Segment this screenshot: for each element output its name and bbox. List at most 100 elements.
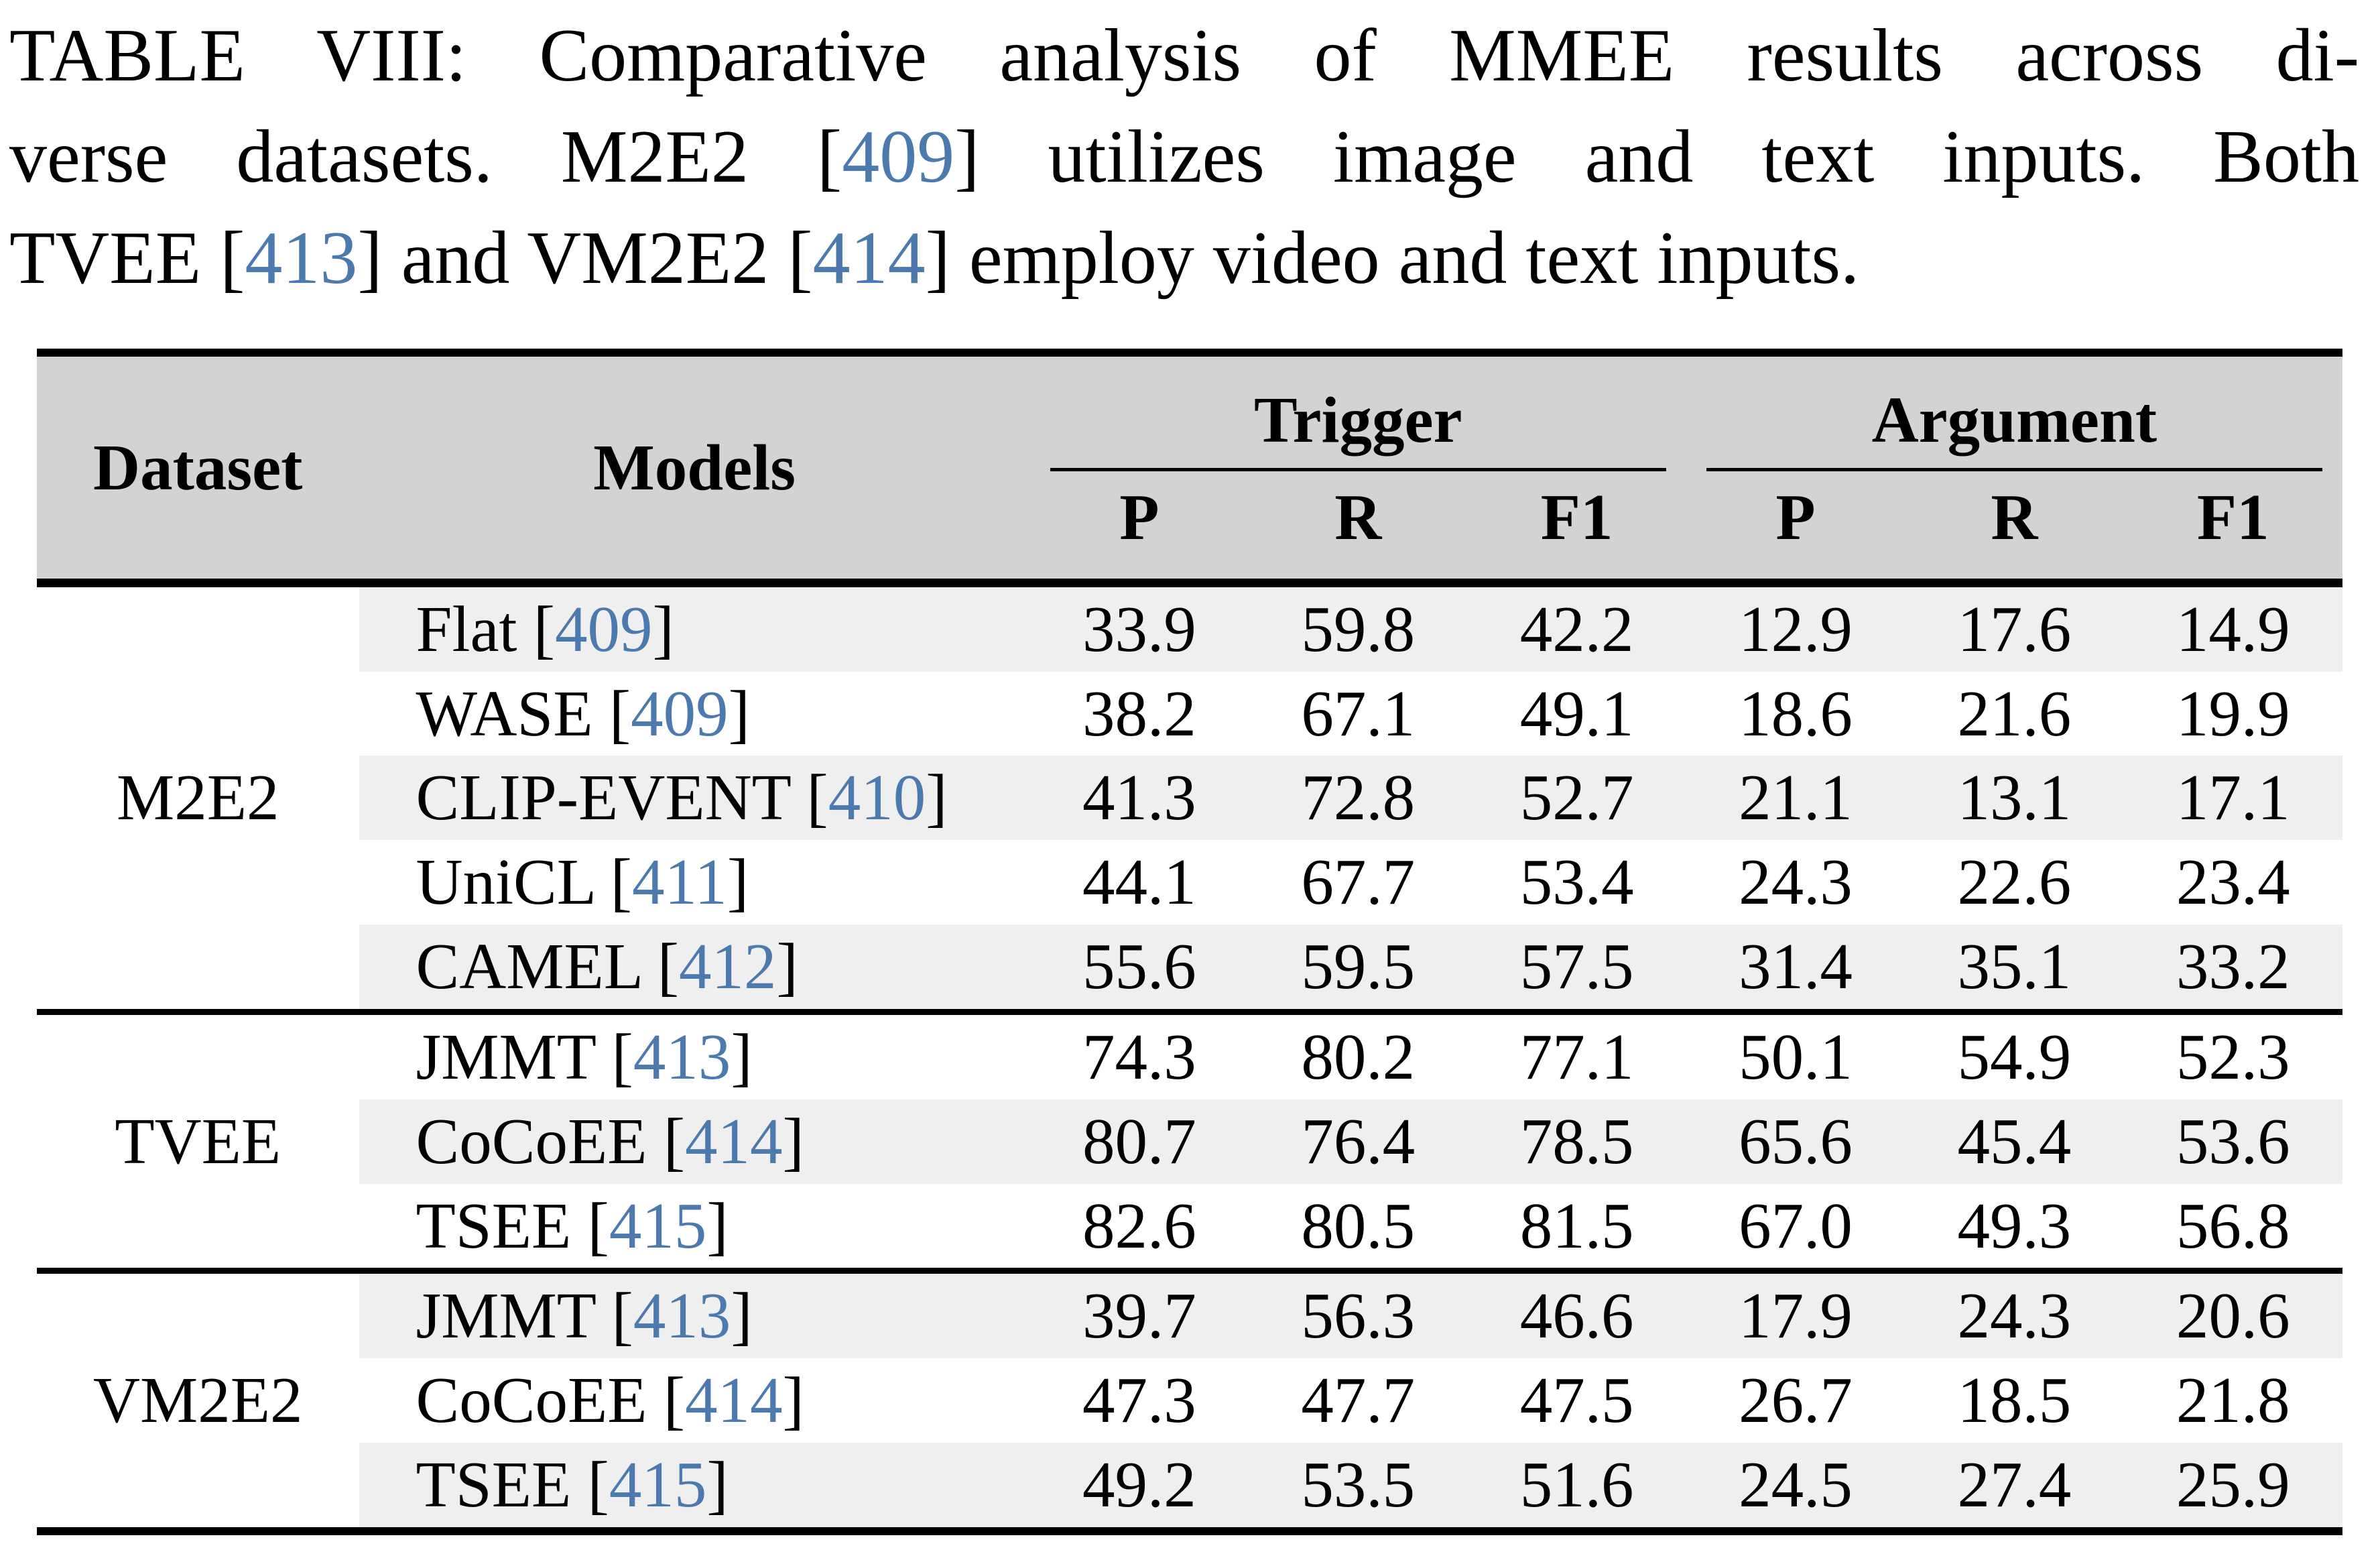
- model-cell: UniCL [411]: [359, 840, 1030, 924]
- model-name: ]: [728, 677, 750, 750]
- citation-link[interactable]: 413: [245, 217, 358, 300]
- model-cell: WASE [409]: [359, 672, 1030, 756]
- model-name: TSEE [: [416, 1189, 609, 1262]
- citation-link[interactable]: 415: [609, 1189, 707, 1262]
- model-name: CAMEL [: [416, 931, 679, 1003]
- value-cell: 44.1: [1082, 846, 1196, 918]
- caption-line-1: TABLE VIII: Comparative analysis of MMEE…: [9, 5, 2359, 107]
- value-cell: 45.4: [1957, 1105, 2072, 1177]
- caption-text: ] and VM2E2 [: [357, 217, 813, 300]
- value-cell: 51.6: [1519, 1449, 1634, 1521]
- model-name: ]: [706, 1449, 729, 1521]
- table-row: UniCL [411] 44.1 67.7 53.4 24.3 22.6 23.…: [37, 840, 2342, 925]
- citation-link[interactable]: 413: [633, 1020, 731, 1093]
- model-name: ]: [731, 1280, 753, 1352]
- value-cell: 33.2: [2176, 931, 2290, 1003]
- citation-link[interactable]: 409: [555, 593, 653, 665]
- value-cell: 35.1: [1957, 931, 2072, 1003]
- col-group-trigger: Trigger: [1030, 353, 1686, 471]
- model-name: JMMT [: [416, 1020, 633, 1093]
- value-cell: 18.5: [1957, 1364, 2072, 1437]
- value-cell: 56.8: [2176, 1189, 2290, 1262]
- value-cell: 33.9: [1082, 593, 1196, 665]
- group-label-argument: Argument: [1706, 357, 2322, 471]
- value-cell: 38.2: [1082, 677, 1196, 750]
- value-cell: 47.3: [1082, 1364, 1196, 1437]
- value-cell: 59.8: [1301, 593, 1416, 665]
- caption-text: ] utilizes image and text inputs. Both: [954, 115, 2359, 198]
- citation-link[interactable]: 409: [631, 677, 729, 750]
- value-cell: 41.3: [1082, 762, 1196, 834]
- value-cell: 25.9: [2176, 1449, 2290, 1521]
- model-name: TSEE [: [416, 1449, 609, 1521]
- citation-link[interactable]: 414: [812, 217, 926, 300]
- value-cell: 56.3: [1301, 1280, 1416, 1352]
- table-row: CLIP-EVENT [410] 41.3 72.8 52.7 21.1 13.…: [37, 756, 2342, 841]
- model-name: ]: [782, 1364, 804, 1437]
- dataset-label: VM2E2: [37, 1270, 359, 1531]
- model-name: UniCL [: [416, 846, 632, 918]
- value-cell: 67.0: [1739, 1189, 1853, 1262]
- table-row: CoCoEE [414] 47.3 47.7 47.5 26.7 18.5 21…: [37, 1358, 2342, 1443]
- citation-link[interactable]: 411: [631, 846, 727, 918]
- citation-link[interactable]: 413: [633, 1280, 731, 1352]
- model-cell: CoCoEE [414]: [359, 1358, 1030, 1443]
- value-cell: 46.6: [1519, 1280, 1634, 1352]
- value-cell: 14.9: [2176, 593, 2290, 665]
- model-name: WASE [: [416, 677, 631, 750]
- value-cell: 12.9: [1739, 593, 1853, 665]
- value-cell: 27.4: [1957, 1449, 2072, 1521]
- value-cell: 22.6: [1957, 846, 2072, 918]
- citation-link[interactable]: 409: [842, 115, 955, 198]
- model-name: ]: [652, 593, 674, 665]
- value-cell: 65.6: [1739, 1105, 1853, 1177]
- caption-text: TVEE [: [9, 217, 245, 300]
- section-vm2e2: VM2E2 JMMT [413] 39.7 56.3 46.6 17.9 24.…: [37, 1270, 2342, 1531]
- value-cell: 76.4: [1301, 1105, 1416, 1177]
- table-row: TVEE JMMT [413] 74.3 80.2 77.1 50.1 54.9…: [37, 1012, 2342, 1271]
- value-cell: 52.7: [1519, 762, 1634, 834]
- value-cell: 21.8: [2176, 1364, 2290, 1437]
- value-cell: 17.9: [1739, 1280, 1853, 1352]
- value-cell: 47.7: [1301, 1364, 1416, 1437]
- citation-link[interactable]: 415: [609, 1449, 707, 1521]
- value-cell: 80.7: [1082, 1105, 1196, 1177]
- citation-link[interactable]: 410: [828, 762, 926, 834]
- model-name: CoCoEE [: [416, 1364, 685, 1437]
- caption-text: ] employ video and text inputs.: [925, 217, 1860, 300]
- table-row: TSEE [415] 82.6 80.5 81.5 67.0 49.3 56.8: [37, 1183, 2342, 1271]
- model-name: ]: [776, 931, 798, 1003]
- value-cell: 47.5: [1519, 1364, 1634, 1437]
- model-cell: JMMT [413]: [359, 1271, 1030, 1358]
- caption-line-2: verse datasets. M2E2 [409] utilizes imag…: [9, 107, 2359, 208]
- value-cell: 18.6: [1739, 677, 1853, 750]
- value-cell: 42.2: [1519, 593, 1634, 665]
- value-cell: 24.3: [1957, 1280, 2072, 1352]
- caption-text: verse datasets. M2E2 [: [9, 115, 842, 198]
- model-name: Flat [: [416, 593, 555, 665]
- model-cell: CLIP-EVENT [410]: [359, 756, 1030, 840]
- table-row: VM2E2 JMMT [413] 39.7 56.3 46.6 17.9 24.…: [37, 1270, 2342, 1531]
- value-cell: 24.5: [1739, 1449, 1853, 1521]
- value-cell: 53.6: [2176, 1105, 2290, 1177]
- col-header-models: Models: [593, 431, 796, 503]
- model-cell: CAMEL [412]: [359, 924, 1030, 1012]
- value-cell: 54.9: [1957, 1020, 2072, 1093]
- value-cell: 17.6: [1957, 593, 2072, 665]
- value-cell: 19.9: [2176, 677, 2290, 750]
- caption-line-3: TVEE [413] and VM2E2 [414] employ video …: [9, 208, 2359, 309]
- value-cell: 59.5: [1301, 931, 1416, 1003]
- dataset-label: M2E2: [37, 583, 359, 1012]
- value-cell: 53.4: [1519, 846, 1634, 918]
- citation-link[interactable]: 414: [685, 1364, 783, 1437]
- model-cell: Flat [409]: [359, 583, 1030, 671]
- value-cell: 21.6: [1957, 677, 2072, 750]
- group-header-row: Dataset Models Trigger Argument: [37, 353, 2342, 503]
- citation-link[interactable]: 414: [685, 1105, 783, 1177]
- value-cell: 50.1: [1739, 1020, 1853, 1093]
- value-cell: 80.5: [1301, 1189, 1416, 1262]
- value-cell: 55.6: [1082, 931, 1196, 1003]
- value-cell: 20.6: [2176, 1280, 2290, 1352]
- citation-link[interactable]: 412: [679, 931, 777, 1003]
- value-cell: 77.1: [1519, 1020, 1634, 1093]
